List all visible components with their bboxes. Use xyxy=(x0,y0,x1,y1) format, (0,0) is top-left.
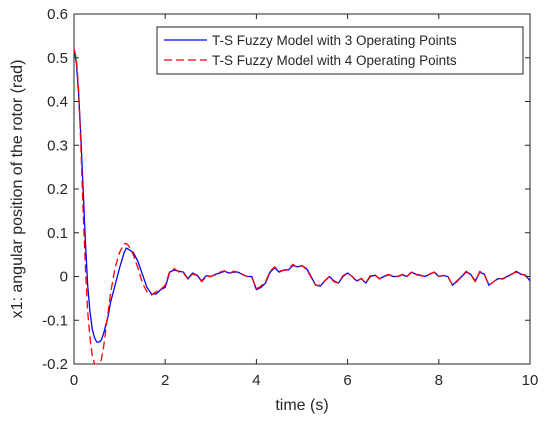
y-tick-label: -0.1 xyxy=(42,312,68,329)
legend-box xyxy=(156,26,524,75)
y-axis-ticks: -0.2 -0.1 0 0.1 0.2 0.3 0.4 0.5 0.6 xyxy=(42,6,530,373)
legend-label-series-2: T-S Fuzzy Model with 4 Operating Points xyxy=(212,53,457,68)
x-tick-label: 2 xyxy=(161,372,169,389)
y-tick-label: -0.2 xyxy=(42,356,68,373)
y-tick-label: 0.2 xyxy=(47,181,68,198)
legend: T-S Fuzzy Model with 3 Operating Points … xyxy=(156,26,524,75)
series-layer xyxy=(74,48,530,364)
x-tick-label: 4 xyxy=(252,372,260,389)
y-tick-label: 0.3 xyxy=(47,137,68,154)
series-line-2 xyxy=(74,48,530,364)
y-axis-label: x1: angular position of the rotor (rad) xyxy=(9,60,26,319)
x-axis-label: time (s) xyxy=(275,397,328,414)
x-tick-label: 10 xyxy=(522,372,539,389)
y-tick-label: 0.5 xyxy=(47,50,68,67)
legend-label-series-1: T-S Fuzzy Model with 3 Operating Points xyxy=(212,33,457,48)
y-tick-label: 0.1 xyxy=(47,225,68,242)
x-tick-label: 0 xyxy=(70,372,78,389)
y-tick-label: 0.4 xyxy=(47,94,68,111)
x-tick-label: 8 xyxy=(435,372,443,389)
y-tick-label: 0.6 xyxy=(47,6,68,23)
x-axis-ticks: 0 2 4 6 8 10 xyxy=(70,14,539,389)
y-tick-label: 0 xyxy=(60,269,68,286)
x-tick-label: 6 xyxy=(343,372,351,389)
